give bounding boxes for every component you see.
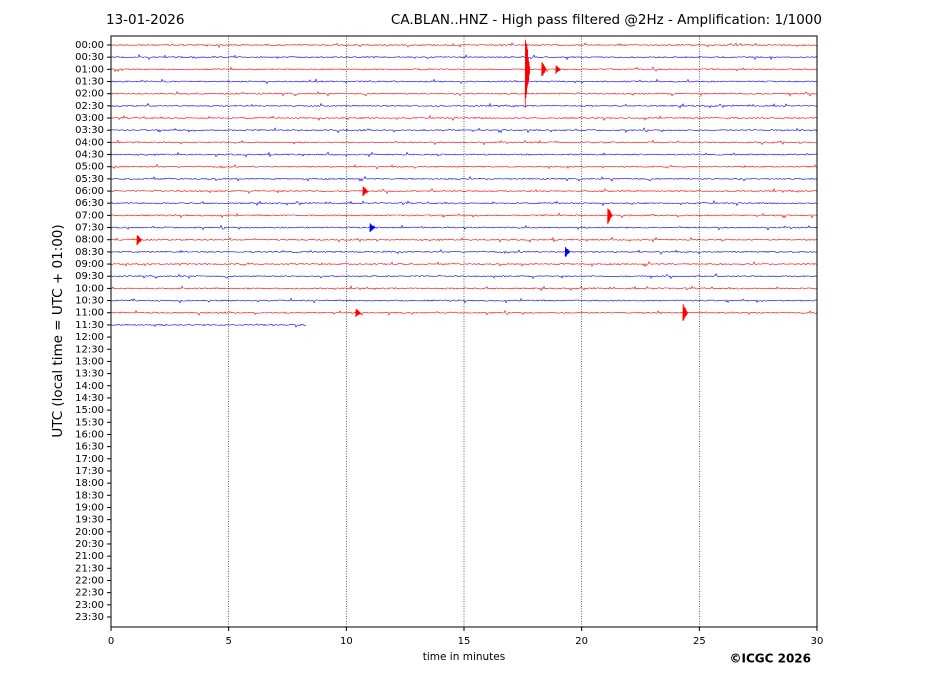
y-tick-label: 23:00: [75, 600, 104, 611]
y-tick-label: 10:00: [75, 283, 104, 294]
plot-area: [110, 36, 818, 627]
y-tick-label: 20:30: [75, 539, 104, 550]
trace: [110, 309, 818, 316]
y-tick-label: 02:30: [75, 101, 104, 112]
trace: [110, 163, 818, 170]
x-axis-label: time in minutes: [423, 651, 505, 663]
event: [355, 309, 361, 318]
trace: [110, 102, 818, 109]
y-tick-label: 04:30: [75, 150, 104, 161]
y-tick-label: 16:00: [75, 429, 104, 440]
trace: [110, 78, 818, 85]
trace: [110, 91, 818, 97]
y-tick-label: 19:00: [75, 502, 104, 513]
trace: [110, 297, 817, 304]
trace: [110, 114, 818, 122]
y-tick-label: 23:30: [75, 612, 104, 623]
chart-date: 13-01-2026: [106, 12, 184, 28]
y-tick-label: 09:00: [75, 259, 104, 270]
trace: [110, 224, 818, 231]
y-tick-label: 13:00: [75, 356, 104, 367]
y-tick-label: 14:30: [75, 393, 104, 404]
event: [541, 61, 547, 77]
y-tick-label: 13:30: [75, 369, 104, 380]
y-tick-label: 09:30: [75, 271, 104, 282]
trace: [110, 151, 818, 158]
trace: [110, 187, 818, 194]
y-tick-label: 07:30: [75, 223, 104, 234]
trace: [110, 285, 818, 292]
event: [362, 186, 368, 197]
y-tick-label: 12:30: [75, 344, 104, 355]
y-tick-label: 17:00: [75, 454, 104, 465]
y-tick-label: 16:30: [75, 442, 104, 453]
y-tick-label: 11:00: [75, 308, 104, 319]
event: [136, 235, 142, 246]
event: [564, 246, 571, 258]
y-tick-label: 21:00: [75, 551, 104, 562]
y-tick-label: 21:30: [75, 563, 104, 574]
y-axis-label: UTC (local time = UTC + 01:00): [50, 224, 66, 437]
trace: [110, 54, 818, 61]
y-tick-label: 00:00: [75, 40, 104, 51]
trace: [110, 139, 818, 146]
credit: ©ICGC 2026: [729, 652, 811, 666]
event: [555, 65, 561, 75]
y-tick-label: 06:00: [75, 186, 104, 197]
x-tick-label: 10: [340, 636, 353, 647]
trace: [110, 249, 818, 255]
event: [524, 39, 531, 108]
y-tick-label: 00:30: [75, 52, 104, 63]
event: [369, 223, 375, 232]
trace: [110, 127, 818, 134]
y-tick-label: 10:30: [75, 296, 104, 307]
y-tick-label: 01:30: [75, 77, 104, 88]
y-tick-label: 14:00: [75, 381, 104, 392]
y-tick-label: 04:00: [75, 137, 104, 148]
trace: [110, 261, 818, 267]
y-tick-label: 18:30: [75, 490, 104, 501]
trace: [110, 236, 818, 243]
y-tick-label: 06:30: [75, 198, 104, 209]
x-tick-label: 30: [811, 636, 824, 647]
x-tick-label: 0: [108, 636, 114, 647]
trace: [110, 175, 818, 182]
trace: [110, 42, 818, 49]
y-tick-label: 22:00: [75, 575, 104, 586]
trace: [110, 273, 818, 280]
x-tick-label: 5: [225, 636, 231, 647]
y-tick-label: 03:30: [75, 125, 104, 136]
y-tick-label: 19:30: [75, 515, 104, 526]
chart-title: CA.BLAN..HNZ - High pass filtered @2Hz -…: [391, 12, 822, 28]
trace: [110, 66, 818, 73]
y-tick-label: 02:00: [75, 89, 104, 100]
y-tick-label: 01:00: [75, 64, 104, 75]
trace: [110, 199, 817, 207]
x-tick-label: 25: [693, 636, 706, 647]
y-tick-label: 22:30: [75, 588, 104, 599]
x-tick-label: 15: [458, 636, 471, 647]
y-tick-label: 15:00: [75, 405, 104, 416]
trace: [110, 212, 818, 219]
y-tick-label: 03:00: [75, 113, 104, 124]
trace: [110, 323, 307, 328]
event: [682, 303, 688, 321]
y-tick-label: 11:30: [75, 320, 104, 331]
y-tick-label: 18:00: [75, 478, 104, 489]
y-tick-label: 17:30: [75, 466, 104, 477]
event: [607, 208, 613, 224]
y-tick-label: 15:30: [75, 417, 104, 428]
y-tick-label: 05:30: [75, 174, 104, 185]
x-tick-label: 20: [575, 636, 588, 647]
y-tick-label: 20:00: [75, 527, 104, 538]
y-tick-label: 08:30: [75, 247, 104, 258]
y-tick-label: 07:00: [75, 210, 104, 221]
y-tick-label: 12:00: [75, 332, 104, 343]
y-tick-label: 08:00: [75, 235, 104, 246]
y-tick-label: 05:00: [75, 162, 104, 173]
